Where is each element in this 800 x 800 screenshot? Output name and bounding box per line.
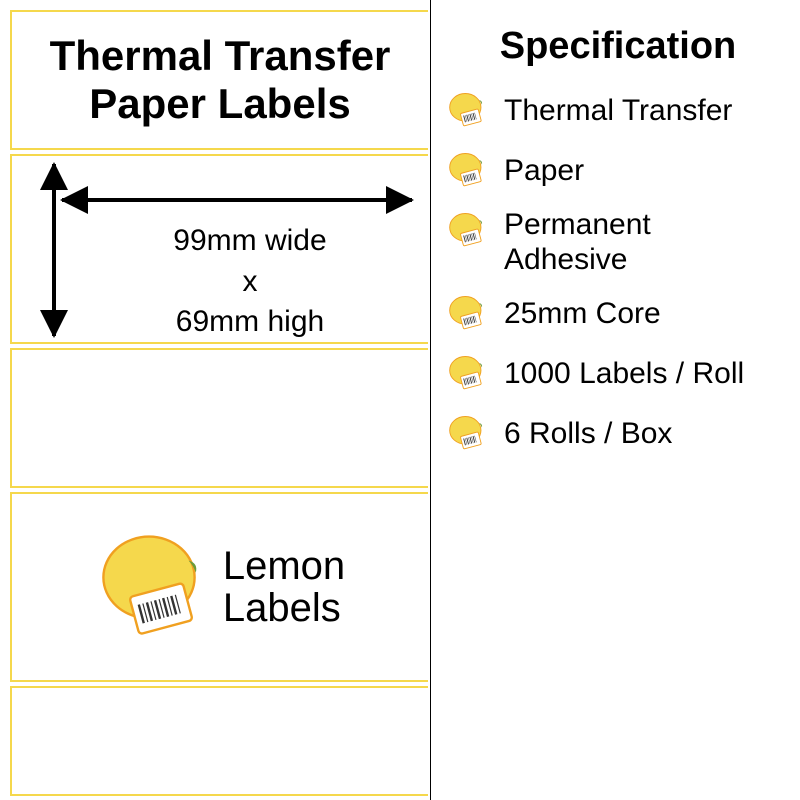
lemon-bullet-icon	[446, 88, 492, 134]
spec-item-text: 25mm Core	[504, 297, 661, 332]
logo-label-row: Lemon Labels	[10, 492, 428, 682]
spec-item: PermanentAdhesive	[446, 208, 790, 277]
by-x: x	[243, 265, 258, 298]
product-title: Thermal Transfer Paper Labels	[50, 32, 391, 129]
dimensions-text: 99mm wide x 69mm high	[92, 221, 408, 343]
blank-label-row	[10, 348, 428, 488]
spec-item: 25mm Core	[446, 291, 790, 337]
brand-name: Lemon Labels	[223, 545, 345, 629]
specification-panel: Specification Thermal Transfer Paper	[430, 0, 800, 800]
partial-label-row	[10, 686, 428, 796]
spec-item-text: Paper	[504, 154, 584, 189]
dimensions-label-row: 99mm wide x 69mm high	[10, 154, 428, 344]
brand-line-1: Lemon	[223, 544, 345, 588]
height-value: 69mm high	[176, 305, 324, 338]
width-arrow-icon	[62, 186, 412, 188]
width-value: 99mm wide	[173, 224, 326, 257]
brand-line-2: Labels	[223, 586, 341, 630]
title-line-1: Thermal Transfer	[50, 32, 391, 79]
title-label-row: Thermal Transfer Paper Labels	[10, 10, 428, 150]
title-line-2: Paper Labels	[89, 80, 350, 127]
brand-logo: Lemon Labels	[95, 527, 345, 647]
height-arrow-icon	[40, 164, 42, 336]
lemon-bullet-icon	[446, 351, 492, 397]
lemon-bullet-icon	[446, 148, 492, 194]
lemon-bullet-icon	[446, 208, 492, 254]
lemon-bullet-icon	[446, 291, 492, 337]
lemon-bullet-icon	[446, 411, 492, 457]
spec-item-text: 6 Rolls / Box	[504, 417, 672, 452]
spec-heading: Specification	[446, 25, 790, 68]
spec-item: Paper	[446, 148, 790, 194]
spec-item: 6 Rolls / Box	[446, 411, 790, 457]
spec-item-text: 1000 Labels / Roll	[504, 357, 744, 392]
lemon-logo-icon	[95, 527, 215, 647]
spec-item: Thermal Transfer	[446, 88, 790, 134]
product-diagram-panel: Thermal Transfer Paper Labels 99mm wide …	[0, 0, 430, 800]
spec-item-text: PermanentAdhesive	[504, 208, 651, 277]
spec-list: Thermal Transfer Paper PermanentAdhesive	[446, 88, 790, 457]
spec-item-text: Thermal Transfer	[504, 94, 732, 129]
spec-item: 1000 Labels / Roll	[446, 351, 790, 397]
